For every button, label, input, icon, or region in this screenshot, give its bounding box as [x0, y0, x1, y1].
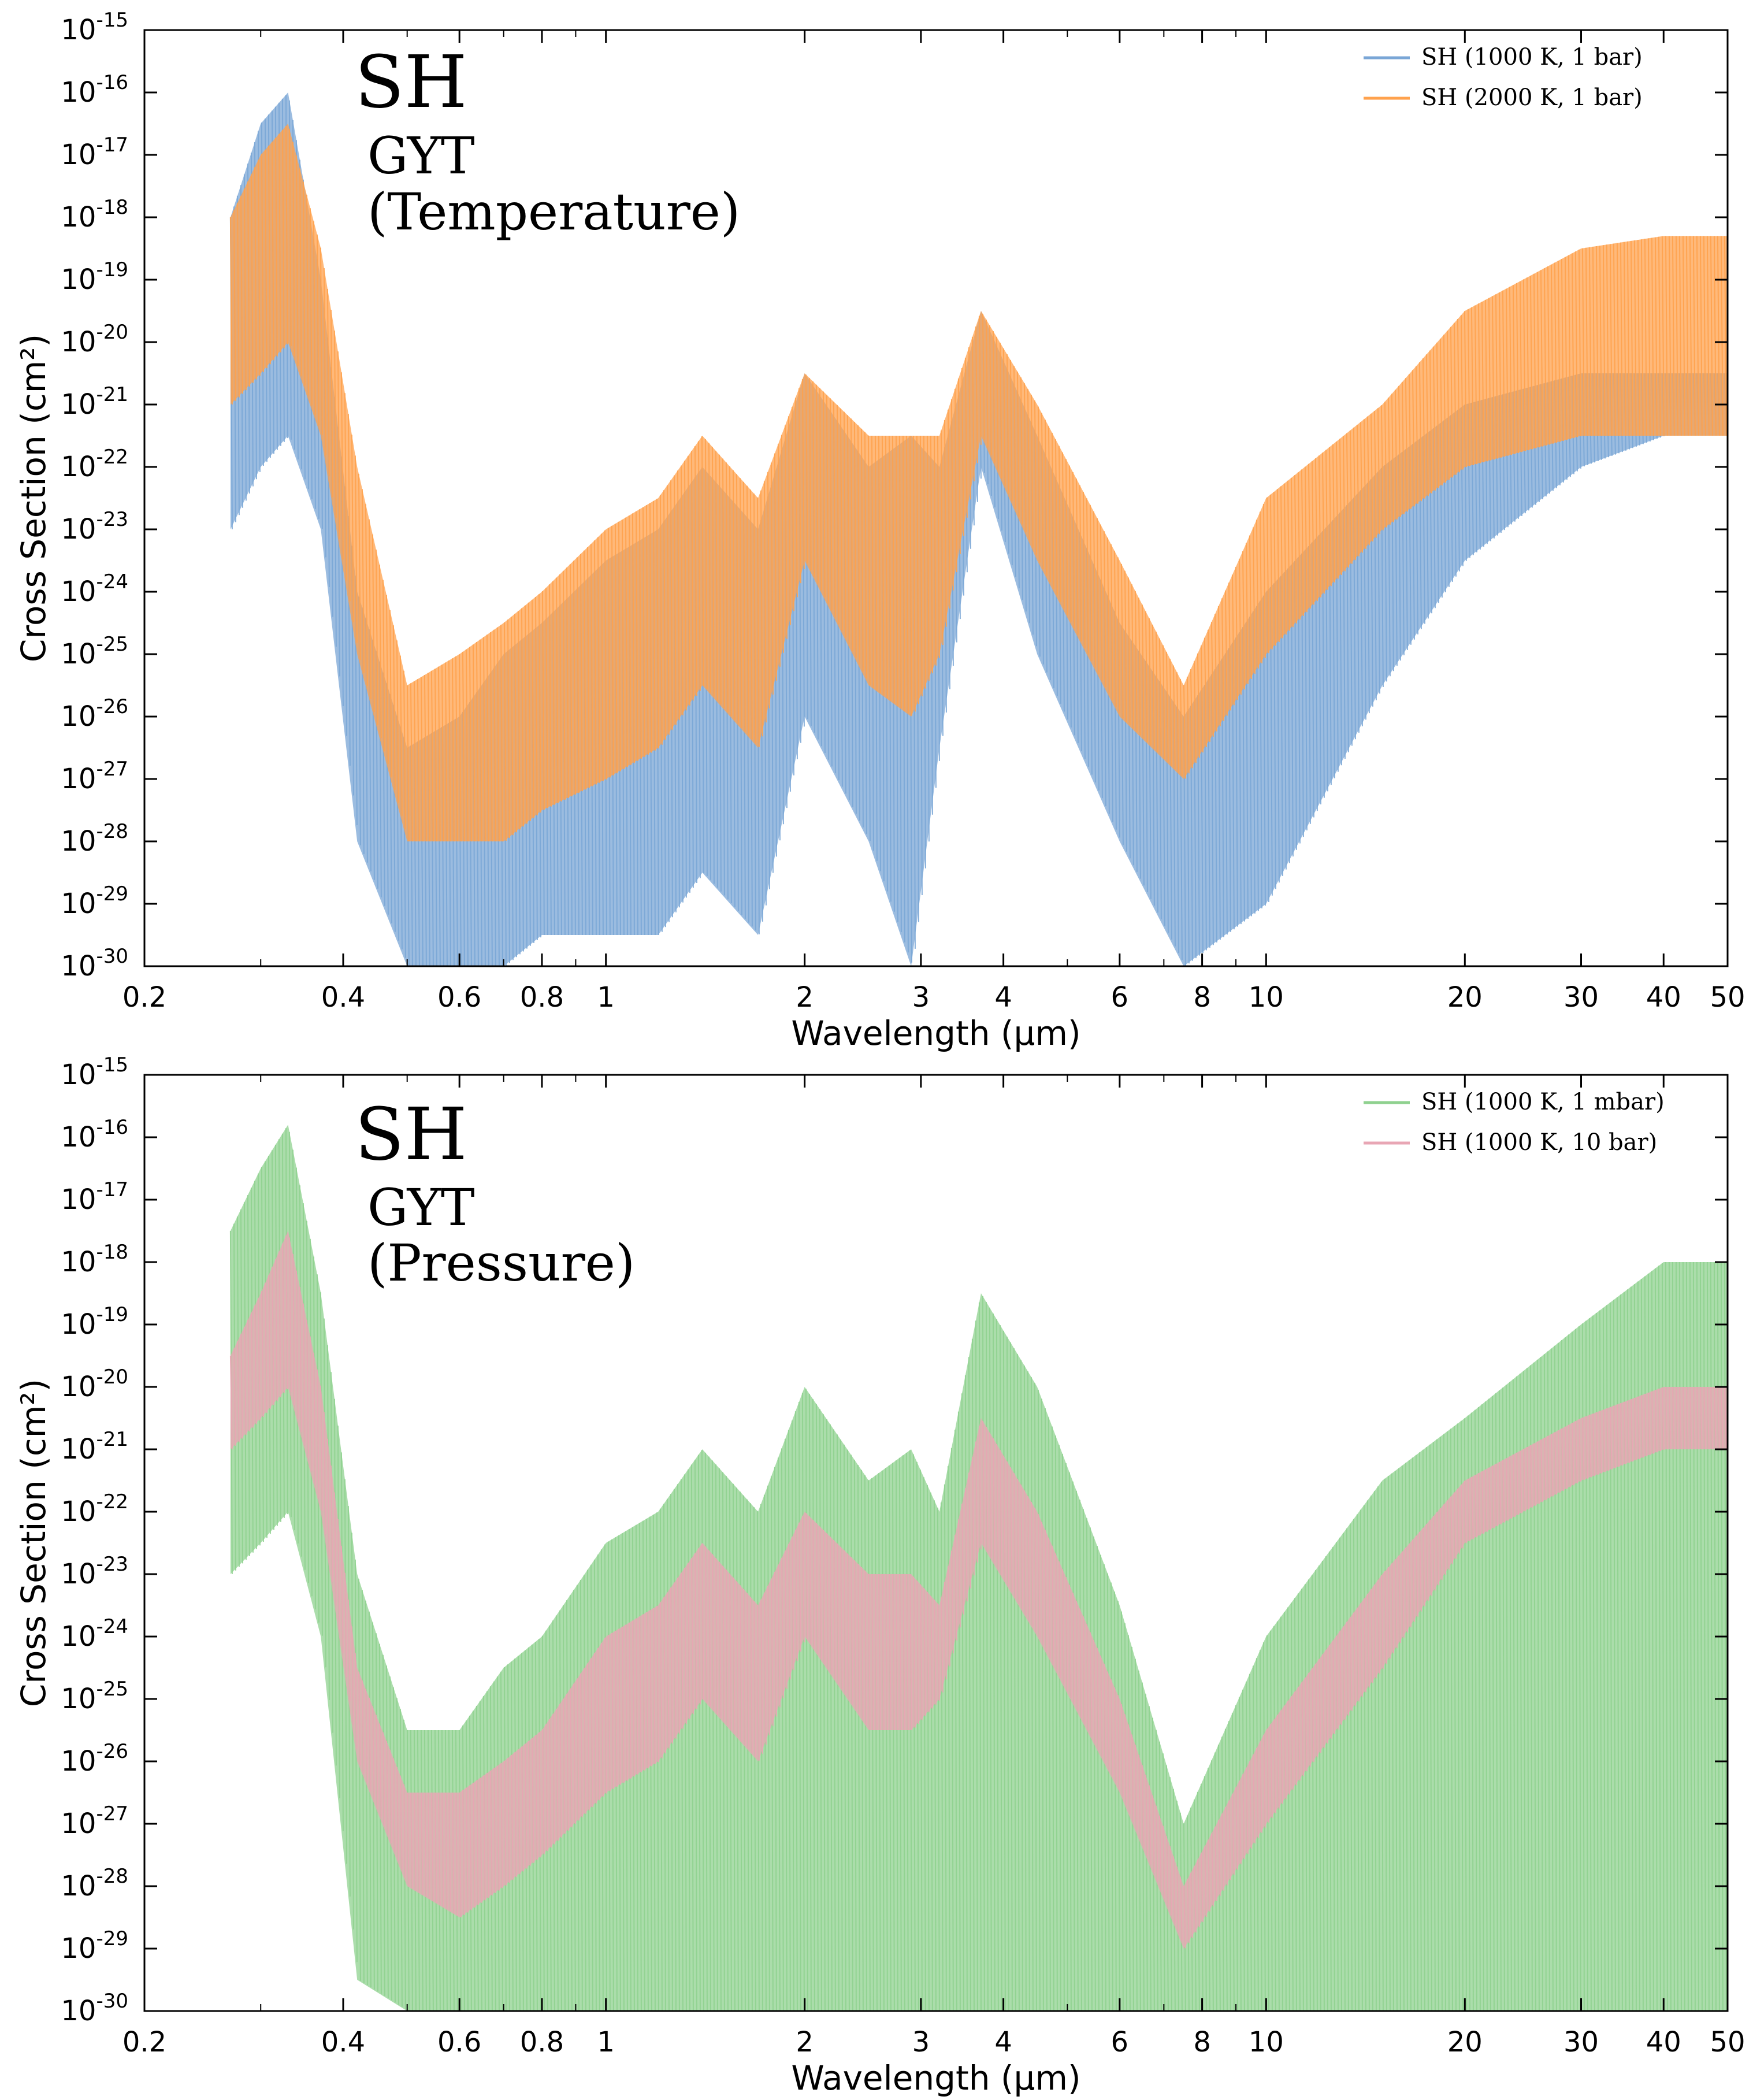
x-tick-label: 8	[1193, 2026, 1211, 2058]
y-axis-label: Cross Section (cm²)	[14, 1379, 53, 1707]
series-layer	[229, 92, 1728, 966]
x-tick-label: 1	[597, 981, 615, 1014]
line-list-annotation: GYT	[367, 126, 475, 185]
y-tick-label: 10-24	[61, 570, 128, 608]
y-tick-label: 10-22	[61, 446, 128, 483]
y-tick-label: 10-29	[61, 1927, 128, 1965]
panel-note-annotation: (Temperature)	[367, 182, 740, 242]
x-tick-label: 20	[1447, 2026, 1483, 2058]
x-axis-label: Wavelength (μm)	[791, 2058, 1080, 2098]
y-tick-label: 10-18	[61, 1241, 128, 1278]
x-tick-label: 2	[796, 981, 814, 1014]
y-tick-label: 10-18	[61, 196, 128, 233]
series-line	[229, 126, 1727, 842]
x-tick-label: 10	[1249, 981, 1284, 1014]
y-tick-label: 10-19	[61, 258, 128, 296]
y-tick-label: 10-15	[61, 9, 128, 46]
x-tick-label: 30	[1563, 981, 1599, 1014]
x-tick-label: 6	[1111, 981, 1129, 1014]
x-tick-label: 2	[796, 2026, 814, 2058]
y-tick-label: 10-26	[61, 695, 128, 733]
chart-panel-temperature: SH GYT (Temperature) 10-30 10-29 10-28 10-2…	[14, 9, 1745, 1053]
x-tick-label: 0.4	[321, 981, 365, 1014]
x-tick-label: 4	[994, 2026, 1012, 2058]
series-band	[230, 1231, 1728, 1949]
y-tick-label: 10-29	[61, 882, 128, 920]
x-tick-label: 0.4	[321, 2026, 365, 2058]
plot-frame	[143, 1074, 1729, 2012]
x-tick-label: 20	[1447, 981, 1483, 1014]
series-band	[230, 124, 1728, 841]
x-tick-label: 0.2	[122, 2026, 166, 2058]
y-tick-label: 10-25	[61, 633, 128, 670]
y-tick-label: 10-19	[61, 1303, 128, 1341]
x-tick-label: 50	[1710, 981, 1745, 1014]
legend-label: SH (1000 K, 1 mbar)	[1421, 1089, 1665, 1115]
legend-label: SH (2000 K, 1 bar)	[1421, 84, 1643, 111]
plot-frame	[143, 29, 1729, 967]
x-tick-label: 0.8	[520, 981, 564, 1014]
x-tick-label: 0.2	[122, 981, 166, 1014]
x-tick-label: 4	[994, 981, 1012, 1014]
panel-note-annotation: (Pressure)	[367, 1233, 635, 1293]
y-axis-label: Cross Section (cm²)	[14, 334, 53, 662]
y-tick-label: 10-15	[61, 1053, 128, 1091]
y-tick-label: 10-27	[61, 1802, 128, 1840]
chart-panel-pressure: SH GYT (Pressure) 10-3010-2910-2810-2710…	[14, 1053, 1745, 2098]
y-tick-label: 10-17	[61, 1178, 128, 1216]
x-tick-label: 0.6	[437, 981, 481, 1014]
y-tick-label: 10-16	[61, 71, 128, 109]
y-tick-label: 10-26	[61, 1740, 128, 1778]
y-tick-label: 10-28	[61, 820, 128, 858]
y-tick-label: 10-27	[61, 758, 128, 795]
y-tick-label: 10-20	[61, 1366, 128, 1403]
y-tick-label: 10-17	[61, 133, 128, 171]
line-list-annotation: GYT	[367, 1178, 475, 1237]
x-tick-label: 0.8	[520, 2026, 564, 2058]
x-tick-label: 3	[912, 981, 930, 1014]
x-tick-label: 10	[1249, 2026, 1284, 2058]
y-tick-label: 10-16	[61, 1116, 128, 1153]
y-tick-label: 10-30	[61, 1990, 128, 2027]
y-tick-label: 10-23	[61, 508, 128, 546]
x-tick-label: 50	[1710, 2026, 1745, 2058]
series-1	[229, 124, 1728, 842]
series-layer	[229, 1125, 1728, 2011]
series-1	[229, 1231, 1728, 1949]
x-tick-label: 8	[1193, 981, 1211, 1014]
y-tick-label: 10-25	[61, 1678, 128, 1715]
y-tick-label: 10-22	[61, 1490, 128, 1528]
x-axis-label: Wavelength (μm)	[791, 1014, 1080, 1053]
x-tick-label: 40	[1646, 2026, 1681, 2058]
x-tick-label: 3	[912, 2026, 930, 2058]
legend-label: SH (1000 K, 1 bar)	[1421, 44, 1643, 71]
species-annotation: SH	[355, 40, 467, 124]
y-tick-label: 10-20	[61, 321, 128, 358]
y-tick-label: 10-23	[61, 1553, 128, 1590]
series-line	[229, 1235, 1727, 1949]
y-tick-label: 10-24	[61, 1615, 128, 1653]
legend-label: SH (1000 K, 10 bar)	[1421, 1129, 1657, 1156]
y-tick-label: 10-21	[61, 383, 128, 421]
y-tick-label: 10-30	[61, 945, 128, 982]
species-annotation: SH	[355, 1093, 467, 1177]
y-tick-label: 10-28	[61, 1865, 128, 1902]
y-tick-label: 10-21	[61, 1428, 128, 1465]
x-tick-label: 40	[1646, 981, 1681, 1014]
x-tick-label: 6	[1111, 2026, 1129, 2058]
x-tick-label: 30	[1563, 2026, 1599, 2058]
x-tick-label: 0.6	[437, 2026, 481, 2058]
x-tick-label: 1	[597, 2026, 615, 2058]
